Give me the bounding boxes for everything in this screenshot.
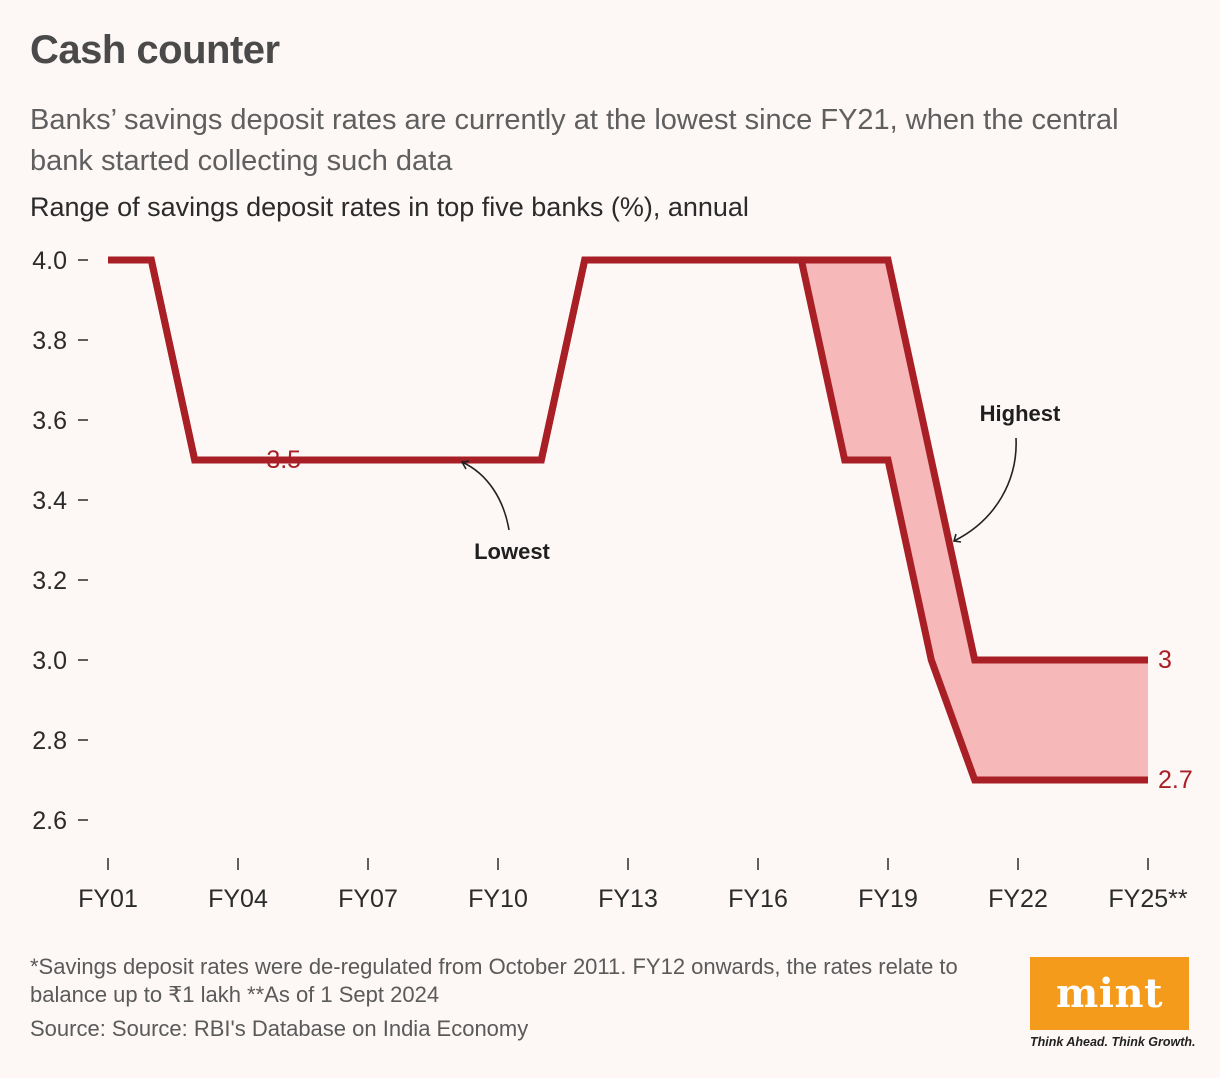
data-label: 3.5 — [266, 446, 301, 474]
x-tick-label: FY22 — [988, 885, 1048, 913]
mint-logo: mint — [1030, 957, 1189, 1030]
x-tick-label: FY13 — [598, 885, 658, 913]
x-tick-label: FY04 — [208, 885, 268, 913]
x-tick-label: FY25** — [1108, 885, 1187, 913]
data-label: 3 — [1158, 646, 1172, 674]
series-line-highest — [108, 256, 1148, 664]
y-tick-label: 3.4 — [32, 487, 67, 515]
y-tick-label: 3.8 — [32, 327, 67, 355]
y-tick-label: 4.0 — [32, 247, 67, 275]
y-tick-label: 2.8 — [32, 727, 67, 755]
logo-text: mint — [1055, 970, 1164, 1017]
annotation-layer: Lowest Highest — [460, 401, 1061, 564]
x-tick-label: FY10 — [468, 885, 528, 913]
y-tick-label: 3.0 — [32, 647, 67, 675]
y-tick-label: 3.6 — [32, 407, 67, 435]
annotation-highest: Highest — [980, 401, 1061, 426]
arrow-highest — [953, 437, 1017, 542]
x-tick-label: FY16 — [728, 885, 788, 913]
range-band — [108, 260, 1148, 780]
logo-tagline: Think Ahead. Think Growth. — [1030, 1035, 1196, 1049]
footnote: *Savings deposit rates were de-regulated… — [30, 954, 958, 1007]
arrowhead-lowest — [460, 460, 470, 470]
x-tick-label: FY19 — [858, 885, 918, 913]
y-axis: 4.0 3.8 3.6 3.4 3.2 3.0 2.8 2.6 — [32, 247, 88, 835]
plot-area: 3.5 3 2.7 — [108, 256, 1193, 794]
y-tick-label: 3.2 — [32, 567, 67, 595]
data-label: 2.7 — [1158, 766, 1193, 794]
x-axis: FY01 FY04 FY07 FY10 FY13 FY16 FY19 FY22 FY25** — [78, 858, 1188, 913]
chart-subtitle: Banks’ savings deposit rates are current… — [30, 104, 1119, 177]
source-note: Source: Source: RBI's Database on India … — [30, 1016, 529, 1041]
chart-measure-label: Range of savings deposit rates in top fi… — [30, 192, 749, 222]
arrowhead-highest — [952, 533, 962, 543]
x-tick-label: FY07 — [338, 885, 398, 913]
arrow-lowest — [461, 461, 510, 531]
y-tick-label: 2.6 — [32, 807, 67, 835]
annotation-lowest: Lowest — [474, 539, 550, 564]
x-tick-label: FY01 — [78, 885, 138, 913]
chart-title: Cash counter — [30, 28, 280, 72]
